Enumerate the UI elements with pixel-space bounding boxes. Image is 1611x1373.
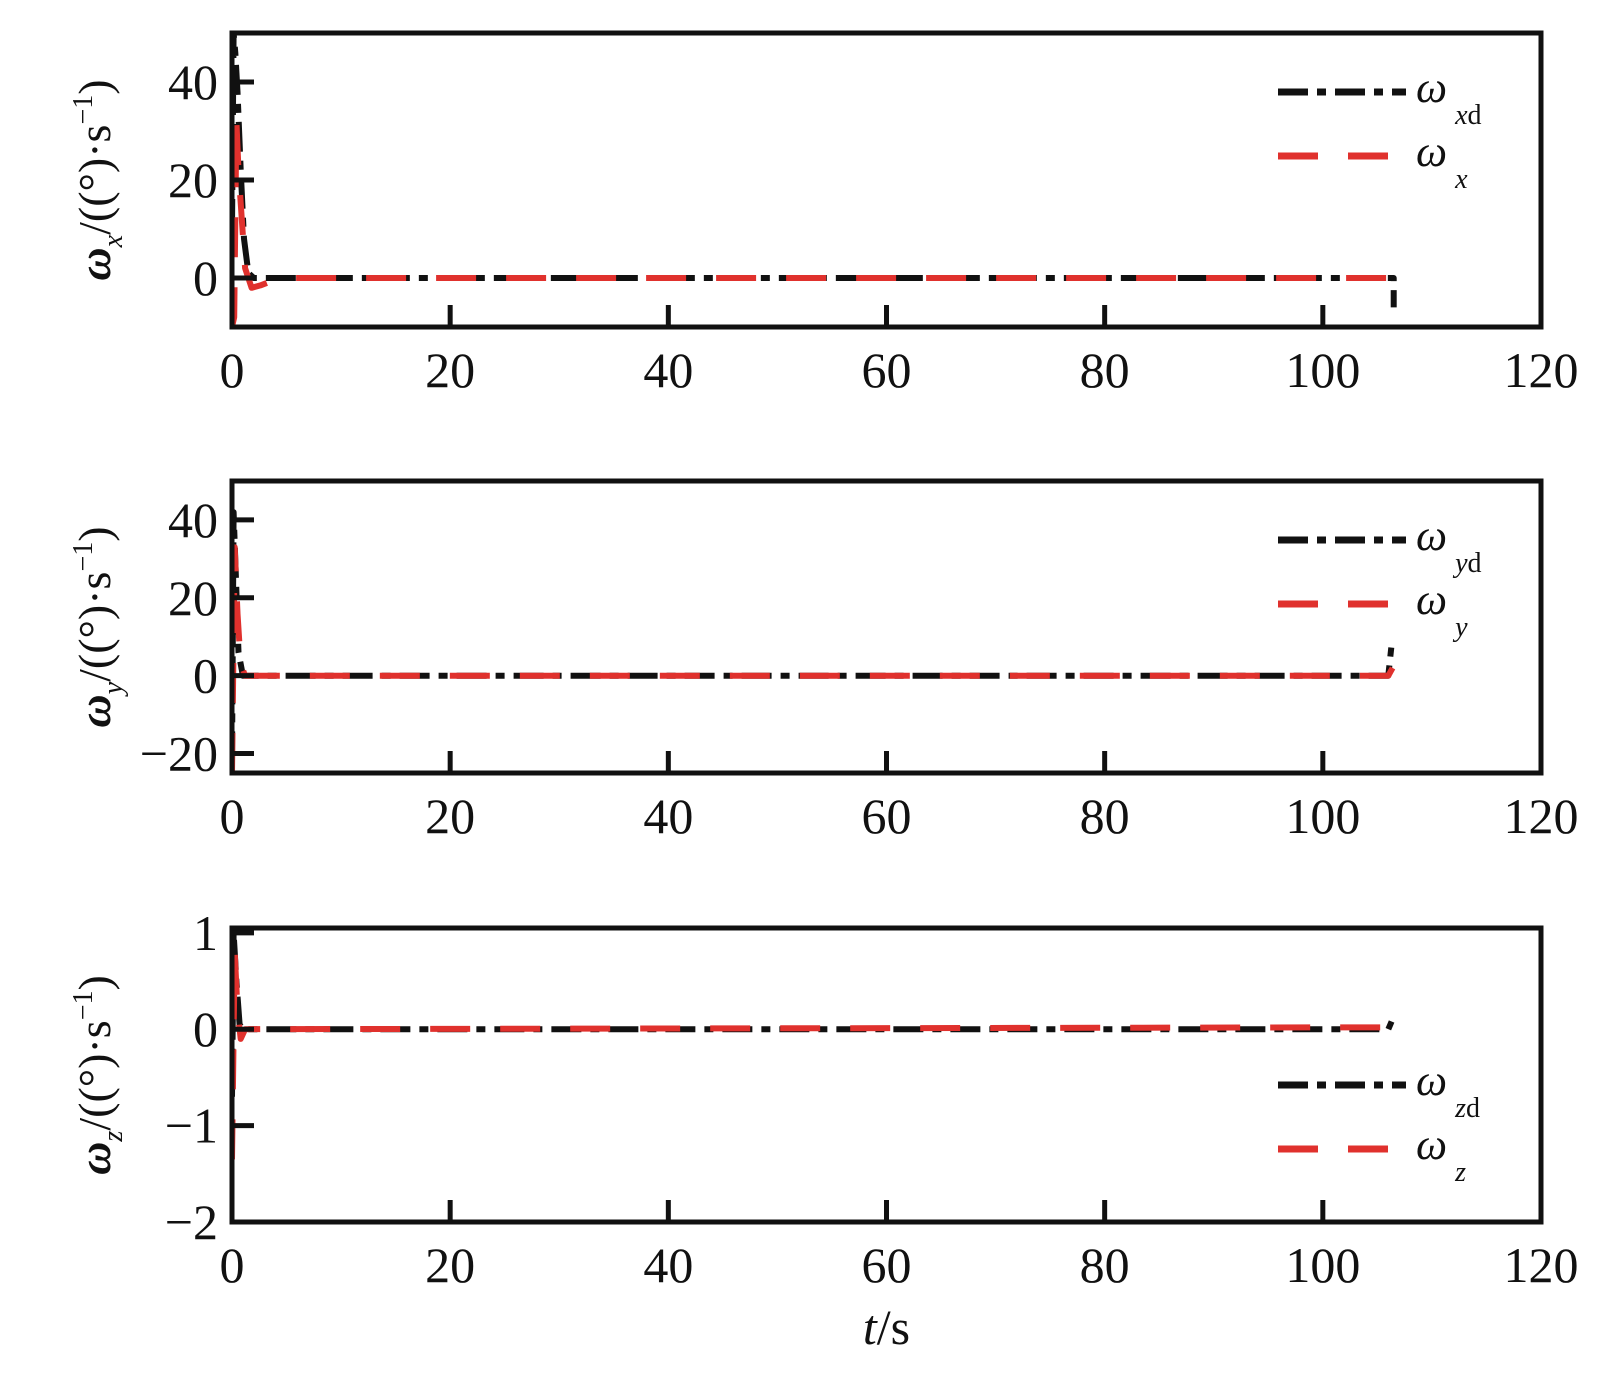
y-tick-label: 40	[168, 54, 218, 110]
plot-area	[232, 33, 1397, 327]
legend-entry: ωyd	[1416, 511, 1482, 579]
x-tick-label: 40	[643, 788, 693, 844]
series-line-desired	[232, 509, 1395, 762]
x-tick-label: 40	[643, 342, 693, 398]
x-tick-label: 100	[1285, 1237, 1360, 1293]
y-axis-label: ωz/((°)·s−1)	[68, 975, 129, 1175]
y-tick-label: 1	[193, 905, 218, 961]
x-tick-label: 60	[862, 1237, 912, 1293]
x-tick-label: 60	[862, 788, 912, 844]
y-tick-label: 40	[168, 492, 218, 548]
plot-frame	[229, 925, 1544, 1225]
x-tick-label: 120	[1504, 788, 1579, 844]
y-tick-label: 20	[168, 152, 218, 208]
legend-entry: ωxd	[1416, 63, 1482, 131]
plot-frame	[229, 478, 1544, 776]
x-tick-label: 20	[425, 788, 475, 844]
x-tick-label: 80	[1080, 788, 1130, 844]
series-line-desired	[232, 929, 1395, 1097]
y-axis-label: ωy/((°)·s−1)	[68, 526, 129, 727]
series-line-actual	[232, 118, 1397, 327]
series-line-actual	[232, 949, 1396, 1160]
plot-area	[232, 929, 1396, 1160]
x-tick-label: 40	[643, 1237, 693, 1293]
y-tick-label: 0	[193, 1001, 218, 1057]
y-tick-label: 0	[193, 648, 218, 704]
y-tick-label: 20	[168, 570, 218, 626]
x-tick-label: 100	[1285, 788, 1360, 844]
series-line-desired	[232, 33, 1397, 308]
subplot-3: 0 20 40 60 80 100 120 −2 −1 0 1 ωz/((°)·s−1) t/s ωzdω…	[68, 905, 1579, 1355]
legend-entry: ωzd	[1416, 1056, 1480, 1124]
legend-entry: ωx	[1416, 127, 1468, 195]
x-tick-label: 100	[1285, 342, 1360, 398]
y-tick-label: −2	[165, 1194, 218, 1250]
x-tick-label: 20	[425, 342, 475, 398]
y-tick-label: −20	[140, 726, 218, 782]
x-tick-label: 80	[1080, 1237, 1130, 1293]
y-axis-label: ωx/((°)·s−1)	[68, 79, 129, 280]
x-tick-label: 0	[220, 342, 245, 398]
series-line-actual	[232, 544, 1396, 773]
y-tick-label: 0	[193, 250, 218, 306]
y-tick-label: −1	[165, 1098, 218, 1154]
x-tick-label: 0	[220, 1237, 245, 1293]
plot-area	[232, 509, 1396, 773]
x-tick-label: 120	[1504, 1237, 1579, 1293]
x-tick-label: 60	[862, 342, 912, 398]
x-tick-label: 80	[1080, 342, 1130, 398]
legend-entry: ωz	[1416, 1120, 1466, 1188]
x-tick-label: 0	[220, 788, 245, 844]
x-tick-label: 20	[425, 1237, 475, 1293]
x-tick-label: 120	[1504, 342, 1579, 398]
plot-frame	[229, 30, 1544, 330]
legend-entry: ωy	[1416, 575, 1468, 643]
x-axis-label: t/s	[863, 1299, 910, 1355]
